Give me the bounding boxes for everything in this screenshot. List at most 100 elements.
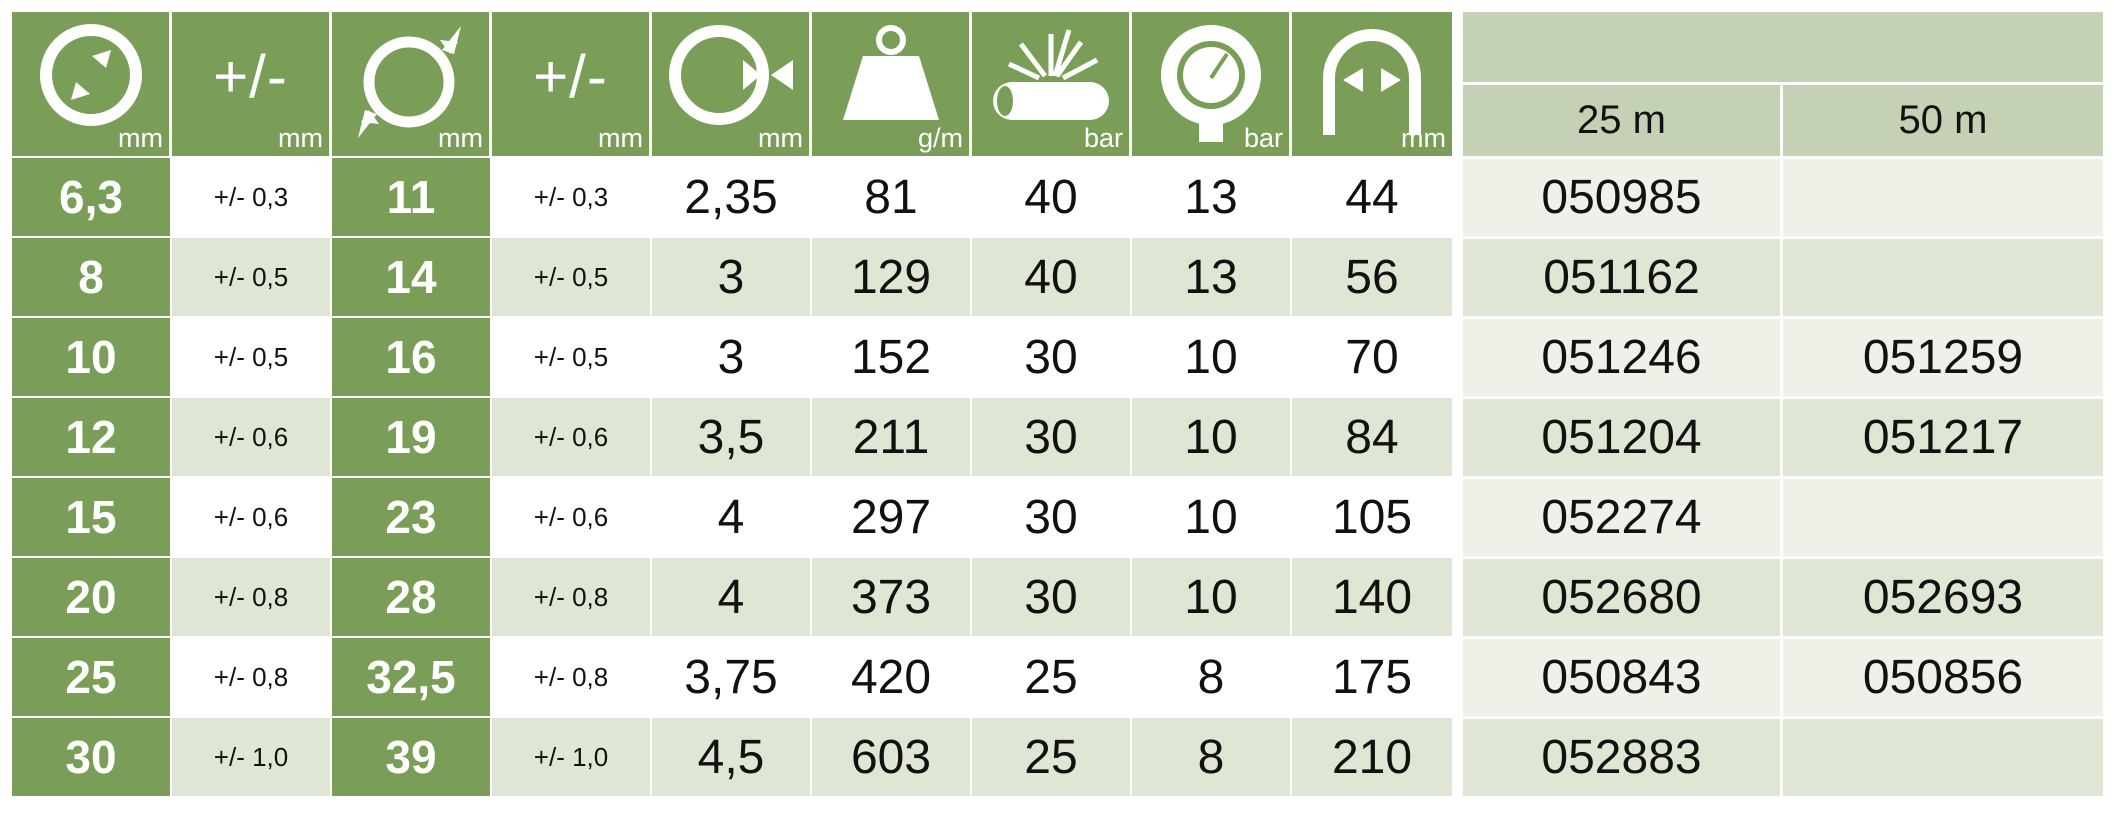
table-row: 8 +/- 0,5 14 +/- 0,5 3 129 40 13 56 <box>12 236 1452 316</box>
article-row: 052680 052693 <box>1463 556 2103 636</box>
working-pressure-value: 10 <box>1132 396 1292 476</box>
working-pressure-value: 13 <box>1132 236 1292 316</box>
burst-pressure-value: 30 <box>972 316 1132 396</box>
outer-diameter-value: 16 <box>332 316 492 396</box>
unit-label: mm <box>118 123 163 153</box>
outer-tolerance-value: +/- 0,6 <box>492 396 652 476</box>
unit-label: mm <box>278 123 323 153</box>
outer-tolerance-value: +/- 0,8 <box>492 636 652 716</box>
inner-diameter-value: 6,3 <box>12 156 172 236</box>
article-50m <box>1783 716 2103 796</box>
unit-label: mm <box>598 123 643 153</box>
inner-tolerance-value: +/- 0,6 <box>172 396 332 476</box>
wall-thickness-value: 3,5 <box>652 396 812 476</box>
outer-diameter-value: 39 <box>332 716 492 796</box>
header-weight: g/m <box>812 12 972 156</box>
bend-radius-icon <box>1323 29 1421 135</box>
burst-pressure-value: 30 <box>972 476 1132 556</box>
outer-diameter-value: 23 <box>332 476 492 556</box>
inner-tolerance-value: +/- 0,5 <box>172 236 332 316</box>
outer-tolerance-value: +/- 1,0 <box>492 716 652 796</box>
weight-value: 373 <box>812 556 972 636</box>
table-row: 12 +/- 0,6 19 +/- 0,6 3,5 211 30 10 84 <box>12 396 1452 476</box>
inner-tolerance-value: +/- 0,6 <box>172 476 332 556</box>
bend-radius-value: 84 <box>1292 396 1452 476</box>
article-25m: 050843 <box>1463 636 1783 716</box>
bend-radius-value: 70 <box>1292 316 1452 396</box>
bend-radius-value: 56 <box>1292 236 1452 316</box>
table-row: 25 +/- 0,8 32,5 +/- 0,8 3,75 420 25 8 17… <box>12 636 1452 716</box>
weight-value: 420 <box>812 636 972 716</box>
working-pressure-value: 8 <box>1132 716 1292 796</box>
article-table: 25 m 50 m 050985 051162 051246 051259 05… <box>1463 12 2103 796</box>
bend-radius-value: 175 <box>1292 636 1452 716</box>
working-pressure-value: 13 <box>1132 156 1292 236</box>
burst-pressure-value: 30 <box>972 556 1132 636</box>
header-bend-radius: mm <box>1292 12 1452 156</box>
table-row: 30 +/- 1,0 39 +/- 1,0 4,5 603 25 8 210 <box>12 716 1452 796</box>
inner-diameter-value: 10 <box>12 316 172 396</box>
working-pressure-value: 10 <box>1132 556 1292 636</box>
wall-thickness-icon <box>668 25 793 125</box>
burst-pressure-value: 40 <box>972 236 1132 316</box>
burst-hose-icon <box>992 29 1109 120</box>
inner-diameter-value: 8 <box>12 236 172 316</box>
header-wall-thickness: mm <box>652 12 812 156</box>
outer-tolerance-value: +/- 0,5 <box>492 236 652 316</box>
burst-pressure-value: 25 <box>972 716 1132 796</box>
wall-thickness-value: 4,5 <box>652 716 812 796</box>
inner-diameter-value: 12 <box>12 396 172 476</box>
header-outer-tolerance: +/- mm <box>492 12 652 156</box>
wall-thickness-value: 2,35 <box>652 156 812 236</box>
spec-body: 6,3 +/- 0,3 11 +/- 0,3 2,35 81 40 13 44 … <box>12 156 1452 796</box>
working-pressure-value: 10 <box>1132 476 1292 556</box>
bend-radius-value: 105 <box>1292 476 1452 556</box>
article-row: 050985 <box>1463 156 2103 236</box>
article-header-row: 25 m 50 m <box>1463 82 2103 156</box>
article-50m <box>1783 156 2103 236</box>
table-row: 15 +/- 0,6 23 +/- 0,6 4 297 30 10 105 <box>12 476 1452 556</box>
unit-label: mm <box>438 123 483 153</box>
weight-value: 152 <box>812 316 972 396</box>
inner-tolerance-value: +/- 0,5 <box>172 316 332 396</box>
article-50m: 051217 <box>1783 396 2103 476</box>
article-50m: 050856 <box>1783 636 2103 716</box>
inner-diameter-value: 20 <box>12 556 172 636</box>
article-row: 051246 051259 <box>1463 316 2103 396</box>
inner-tolerance-value: +/- 0,8 <box>172 636 332 716</box>
unit-label: bar <box>1083 123 1123 153</box>
header-length-50: 50 m <box>1783 82 2103 156</box>
spec-table: mm +/- mm mm +/- mm <box>12 12 1452 796</box>
article-25m: 051162 <box>1463 236 1783 316</box>
inner-diameter-icon <box>39 24 142 126</box>
article-row: 051162 <box>1463 236 2103 316</box>
outer-diameter-icon <box>357 26 461 138</box>
header-inner-tolerance: +/- mm <box>172 12 332 156</box>
wall-thickness-value: 4 <box>652 556 812 636</box>
article-row: 052883 <box>1463 716 2103 796</box>
burst-pressure-value: 30 <box>972 396 1132 476</box>
header-inner-diameter: mm <box>12 12 172 156</box>
wall-thickness-value: 3 <box>652 236 812 316</box>
working-pressure-value: 10 <box>1132 316 1292 396</box>
header-working-pressure: bar <box>1132 12 1292 156</box>
weight-value: 297 <box>812 476 972 556</box>
article-25m: 052883 <box>1463 716 1783 796</box>
unit-label: bar <box>1243 123 1283 153</box>
weight-value: 211 <box>812 396 972 476</box>
inner-tolerance-value: +/- 1,0 <box>172 716 332 796</box>
outer-diameter-value: 11 <box>332 156 492 236</box>
spec-header-row: mm +/- mm mm +/- mm <box>12 12 1452 156</box>
inner-tolerance-value: +/- 0,3 <box>172 156 332 236</box>
inner-diameter-value: 15 <box>12 476 172 556</box>
outer-tolerance-value: +/- 0,5 <box>492 316 652 396</box>
article-row: 051204 051217 <box>1463 396 2103 476</box>
table-row: 6,3 +/- 0,3 11 +/- 0,3 2,35 81 40 13 44 <box>12 156 1452 236</box>
outer-diameter-value: 32,5 <box>332 636 492 716</box>
bend-radius-value: 210 <box>1292 716 1452 796</box>
weight-value: 129 <box>812 236 972 316</box>
article-header-band <box>1463 12 2103 82</box>
header-length-25: 25 m <box>1463 82 1783 156</box>
article-25m: 052274 <box>1463 476 1783 556</box>
bend-radius-value: 44 <box>1292 156 1452 236</box>
